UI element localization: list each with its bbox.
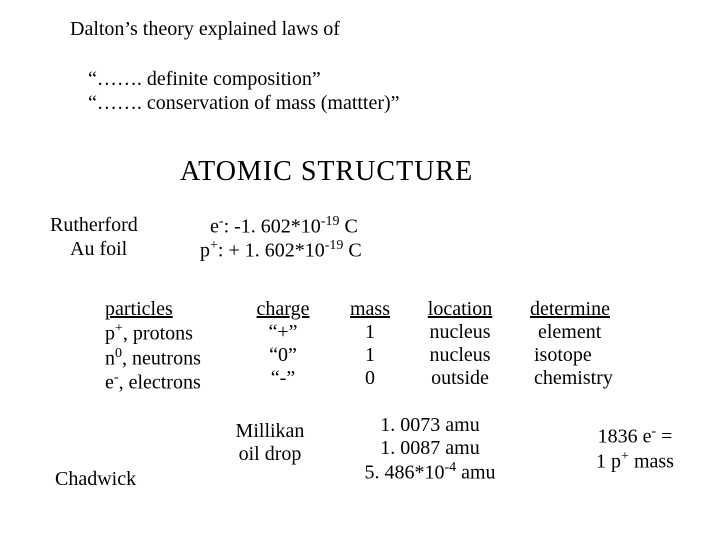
e-label: , electrons <box>119 372 201 394</box>
mass-row-3: 0 <box>345 367 395 390</box>
particles-header: particles <box>105 298 201 321</box>
rutherford-line-1: Rutherford <box>50 214 138 237</box>
p-sup: + <box>210 238 218 253</box>
p-unit: C <box>343 240 361 262</box>
ratio1-pre: 1836 e <box>598 426 652 448</box>
ratio-block: 1836 e- = 1 p+ mass <box>580 424 690 473</box>
charge-header: charge <box>248 298 318 321</box>
p-sup2: + <box>115 321 123 336</box>
n-label: , neutrons <box>122 347 201 369</box>
mass-row-1: 1 <box>345 321 395 344</box>
location-header: location <box>420 298 500 321</box>
amu3-exp: -4 <box>444 460 456 475</box>
col-particles: particles p+, protons n0, neutrons e-, e… <box>105 298 201 395</box>
charge-row-3: “-” <box>248 367 318 390</box>
charge-row-2: “0” <box>248 344 318 367</box>
e-sym2: e <box>105 372 114 394</box>
particles-row-1: p+, protons <box>105 321 201 346</box>
top-line-2: “……. definite composition” <box>88 68 321 91</box>
mass-header: mass <box>345 298 395 321</box>
amu3-pre: 5. 486*10 <box>364 462 444 484</box>
col-determine: determine element isotope chemistry <box>530 298 613 390</box>
determine-row-2: isotope <box>530 344 613 367</box>
particles-row-2: n0, neutrons <box>105 346 201 371</box>
p-symbol: p <box>200 240 210 262</box>
millikan-block: Millikan oil drop <box>225 420 315 466</box>
determine-row-3: chemistry <box>530 367 613 390</box>
chadwick-label: Chadwick <box>55 468 136 491</box>
p-sym: p <box>105 323 115 345</box>
amu-block: 1. 0073 amu 1. 0087 amu 5. 486*10-4 amu <box>340 414 520 485</box>
determine-header: determine <box>530 298 613 321</box>
ratio2-pre: 1 p <box>596 450 621 472</box>
mass-row-2: 1 <box>345 344 395 367</box>
amu-row-2: 1. 0087 amu <box>340 437 520 460</box>
rutherford-line-2: Au foil <box>70 238 127 261</box>
e-unit: C <box>339 216 357 238</box>
slide: Dalton’s theory explained laws of “……. d… <box>0 0 720 540</box>
e-exp: -19 <box>321 214 340 229</box>
amu-row-1: 1. 0073 amu <box>340 414 520 437</box>
p-label: , protons <box>123 323 193 345</box>
millikan-line-1: Millikan <box>225 420 315 443</box>
location-row-3: outside <box>420 367 500 390</box>
proton-charge: p+: + 1. 602*10-19 C <box>200 238 362 263</box>
n-sym: n <box>105 347 115 369</box>
amu3-post: amu <box>456 462 495 484</box>
col-mass: mass 1 1 0 <box>345 298 395 390</box>
e-symbol: e <box>210 216 219 238</box>
col-location: location nucleus nucleus outside <box>420 298 500 390</box>
millikan-line-2: oil drop <box>225 443 315 466</box>
determine-row-1: element <box>530 321 613 344</box>
ratio-line-2: 1 p+ mass <box>580 449 690 474</box>
ratio2-post: mass <box>629 450 674 472</box>
e-value: : -1. 602*10 <box>224 216 321 238</box>
p-value: : + 1. 602*10 <box>218 240 325 262</box>
n-sup: 0 <box>115 346 122 361</box>
location-row-1: nucleus <box>420 321 500 344</box>
top-line-3: “……. conservation of mass (mattter)” <box>88 92 400 115</box>
ratio2-sup: + <box>621 449 629 464</box>
ratio1-post: = <box>656 426 672 448</box>
main-heading: ATOMIC STRUCTURE <box>180 156 473 188</box>
ratio-line-1: 1836 e- = <box>580 424 690 449</box>
particles-row-3: e-, electrons <box>105 370 201 395</box>
amu-row-3: 5. 486*10-4 amu <box>340 460 520 485</box>
location-row-2: nucleus <box>420 344 500 367</box>
charge-row-1: “+” <box>248 321 318 344</box>
electron-charge: e-: -1. 602*10-19 C <box>210 214 358 239</box>
p-exp: -19 <box>325 238 344 253</box>
col-charge: charge “+” “0” “-” <box>248 298 318 390</box>
top-line-1: Dalton’s theory explained laws of <box>70 18 340 41</box>
